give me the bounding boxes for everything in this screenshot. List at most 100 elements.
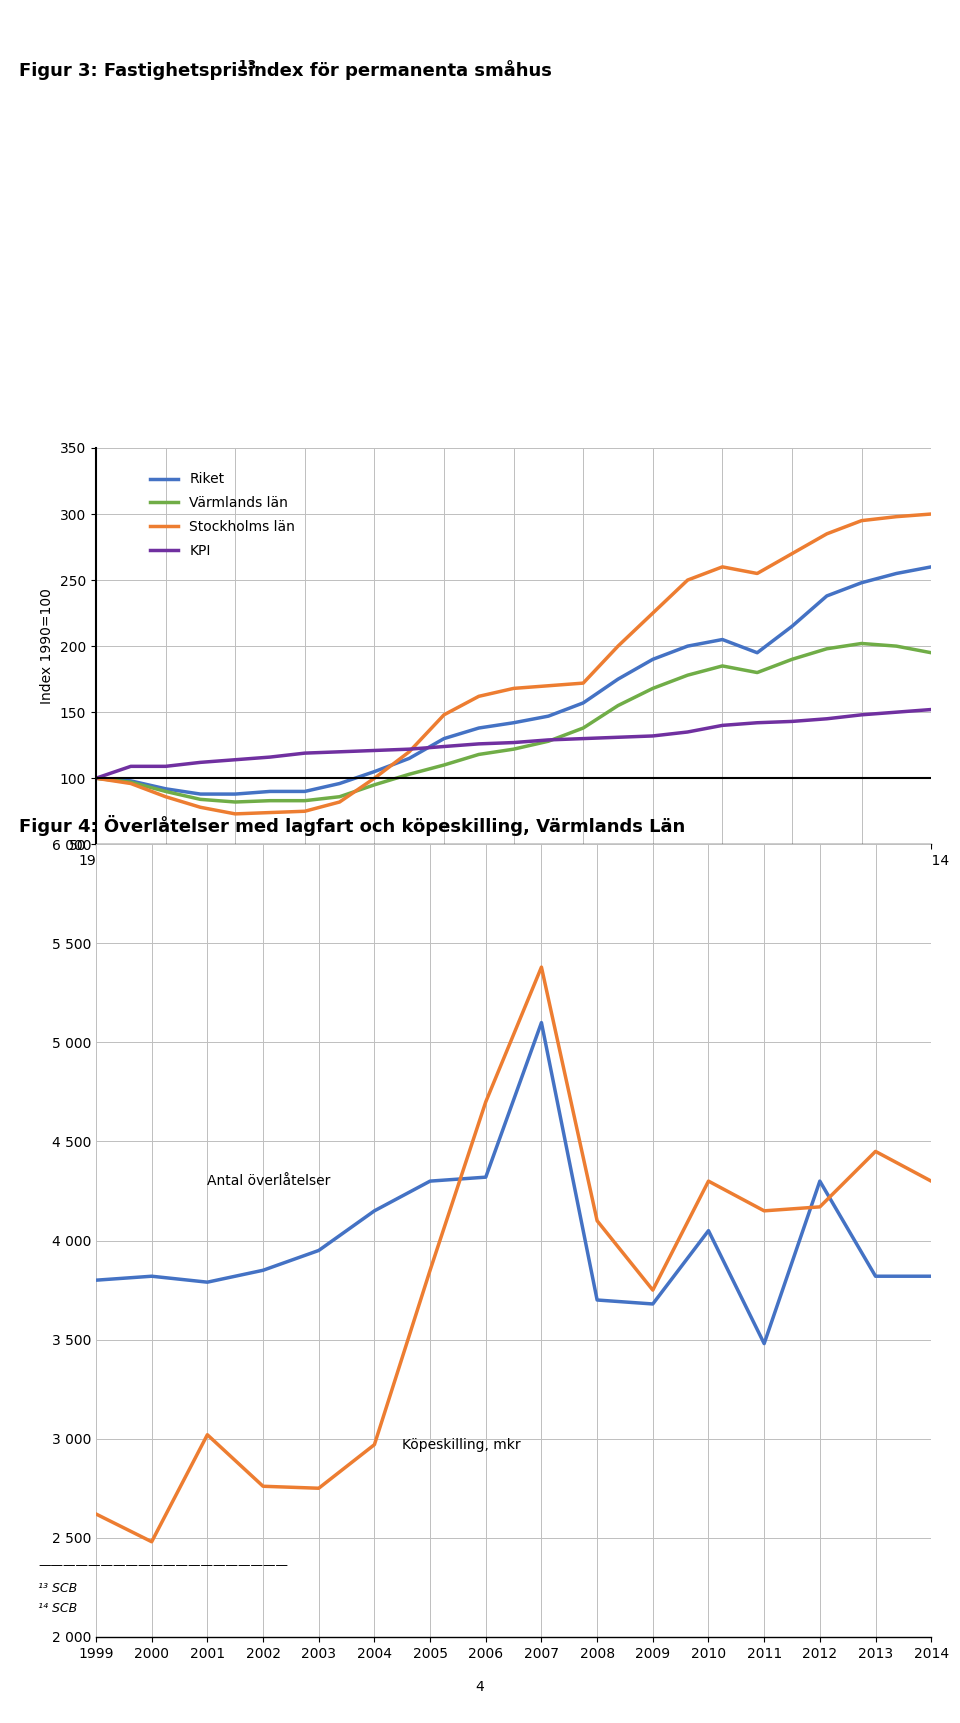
Stockholms län	[160, 786, 172, 806]
Riket	[647, 650, 659, 670]
Antal överlåtelser	[647, 1294, 659, 1315]
Text: 4: 4	[475, 1680, 485, 1694]
Köpeskilling, mkr	[202, 1425, 213, 1446]
KPI	[90, 768, 102, 789]
Text: ¹³ SCB: ¹³ SCB	[38, 1582, 78, 1595]
KPI	[682, 722, 693, 743]
Värmlands län	[264, 791, 276, 812]
KPI	[752, 712, 763, 732]
Antal överlåtelser	[257, 1260, 269, 1280]
Stockholms län	[925, 503, 937, 524]
Köpeskilling, mkr	[703, 1172, 714, 1192]
KPI	[403, 739, 415, 760]
Riket	[717, 629, 729, 650]
KPI	[612, 727, 624, 748]
KPI	[125, 756, 136, 777]
Text: Figur 3: Fastighetsprisindex för permanenta småhus: Figur 3: Fastighetsprisindex för permane…	[19, 60, 552, 81]
KPI	[786, 712, 798, 732]
Antal överlåtelser	[202, 1272, 213, 1292]
Riket	[229, 784, 241, 805]
Antal överlåtelser	[814, 1172, 826, 1192]
KPI	[473, 734, 485, 755]
Riket	[542, 706, 554, 727]
Värmlands län	[578, 718, 589, 739]
Text: Antal överlåtelser: Antal överlåtelser	[207, 1173, 331, 1189]
Köpeskilling, mkr	[480, 1092, 492, 1113]
Stockholms län	[542, 675, 554, 696]
KPI	[891, 701, 902, 722]
Värmlands län	[300, 791, 311, 812]
Antal överlåtelser	[758, 1334, 770, 1354]
Antal överlåtelser	[925, 1266, 937, 1287]
Stockholms län	[612, 636, 624, 656]
Text: Figur 4: Överlåtelser med lagfart och köpeskilling, Värmlands Län: Figur 4: Överlåtelser med lagfart och kö…	[19, 815, 685, 836]
KPI	[542, 729, 554, 750]
Köpeskilling, mkr	[925, 1172, 937, 1192]
Stockholms län	[682, 570, 693, 591]
KPI	[439, 736, 450, 756]
Legend: Riket, Värmlands län, Stockholms län, KPI: Riket, Värmlands län, Stockholms län, KP…	[145, 467, 300, 563]
Värmlands län	[160, 781, 172, 801]
Line: KPI: KPI	[96, 710, 931, 779]
Köpeskilling, mkr	[369, 1434, 380, 1454]
Värmlands län	[717, 655, 729, 675]
Värmlands län	[334, 786, 346, 806]
Stockholms län	[90, 768, 102, 789]
Stockholms län	[647, 603, 659, 624]
Värmlands län	[647, 679, 659, 700]
Antal överlåtelser	[480, 1166, 492, 1187]
Riket	[369, 762, 380, 782]
Värmlands län	[542, 731, 554, 751]
Antal överlåtelser	[536, 1011, 547, 1032]
KPI	[334, 741, 346, 762]
Köpeskilling, mkr	[536, 956, 547, 977]
Line: Värmlands län: Värmlands län	[96, 643, 931, 801]
Köpeskilling, mkr	[90, 1504, 102, 1525]
KPI	[821, 708, 832, 729]
Riket	[612, 669, 624, 689]
Line: Riket: Riket	[96, 567, 931, 794]
Värmlands län	[508, 739, 519, 760]
Riket	[439, 729, 450, 750]
Antal överlåtelser	[870, 1266, 881, 1287]
Värmlands län	[752, 662, 763, 682]
Stockholms län	[717, 557, 729, 577]
Värmlands län	[821, 639, 832, 660]
Stockholms län	[264, 803, 276, 824]
Riket	[856, 572, 868, 593]
Text: Köpeskilling, mkr: Köpeskilling, mkr	[402, 1437, 521, 1452]
Riket	[786, 617, 798, 638]
Värmlands län	[473, 744, 485, 765]
Line: Stockholms län: Stockholms län	[96, 513, 931, 813]
Stockholms län	[125, 774, 136, 794]
KPI	[508, 732, 519, 753]
Riket	[925, 557, 937, 577]
KPI	[856, 705, 868, 725]
Stockholms län	[856, 510, 868, 531]
Riket	[160, 779, 172, 799]
Riket	[90, 768, 102, 789]
Line: Antal överlåtelser: Antal överlåtelser	[96, 1022, 931, 1344]
Köpeskilling, mkr	[870, 1141, 881, 1161]
Värmlands län	[786, 650, 798, 670]
Stockholms län	[334, 791, 346, 812]
Stockholms län	[578, 672, 589, 693]
Värmlands län	[90, 768, 102, 789]
KPI	[195, 751, 206, 772]
Stockholms län	[369, 768, 380, 789]
Köpeskilling, mkr	[814, 1196, 826, 1216]
Stockholms län	[229, 803, 241, 824]
Köpeskilling, mkr	[257, 1477, 269, 1497]
Värmlands län	[125, 772, 136, 793]
Värmlands län	[612, 694, 624, 717]
KPI	[369, 741, 380, 762]
Köpeskilling, mkr	[758, 1201, 770, 1222]
Line: Köpeskilling, mkr: Köpeskilling, mkr	[96, 967, 931, 1542]
Riket	[264, 781, 276, 801]
Värmlands län	[856, 632, 868, 653]
Riket	[752, 643, 763, 663]
Riket	[300, 781, 311, 801]
Text: ————————————————————: ————————————————————	[38, 1559, 288, 1573]
Köpeskilling, mkr	[647, 1280, 659, 1301]
Värmlands län	[369, 774, 380, 794]
